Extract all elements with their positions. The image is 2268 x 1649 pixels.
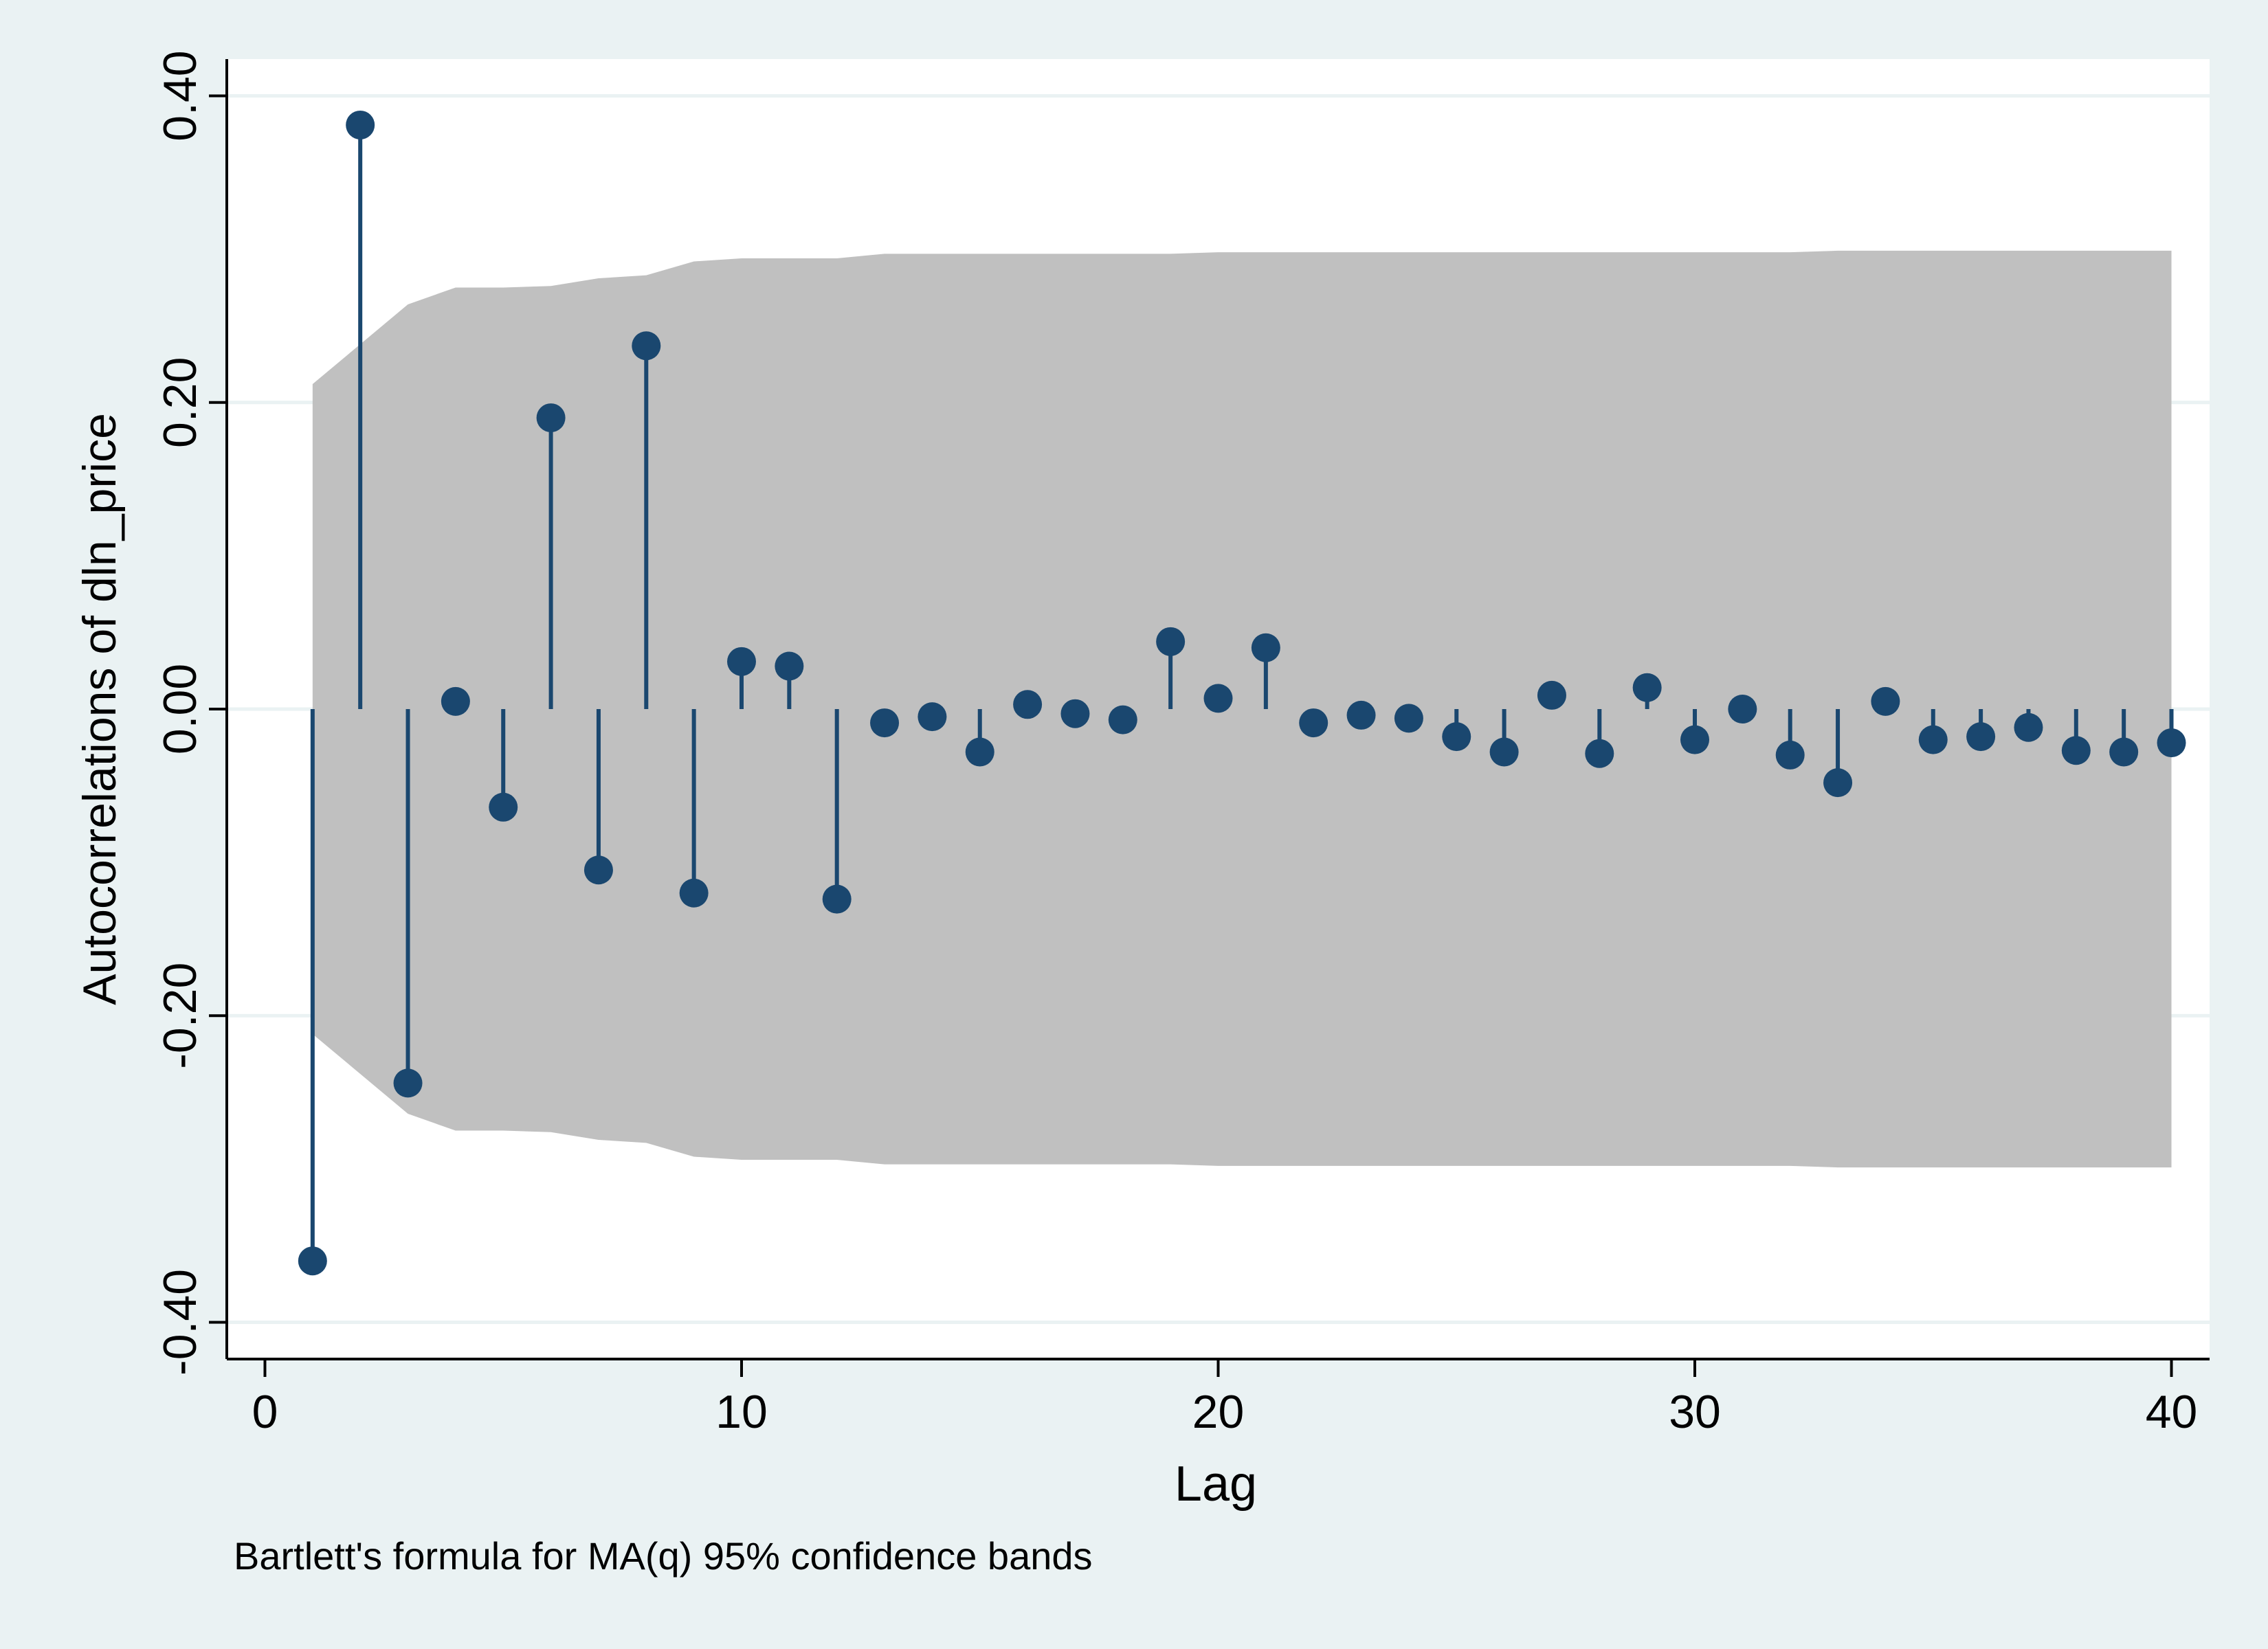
y-axis-title: Autocorrelations of dln_price: [74, 413, 126, 1005]
acf-point-lag-7: [583, 855, 613, 885]
y-tick-label: 0.40: [154, 50, 206, 141]
acf-point-lag-16: [1013, 690, 1043, 719]
acf-point-lag-1: [298, 1246, 327, 1276]
acf-point-lag-34: [1871, 686, 1900, 716]
markers: [298, 110, 2186, 1276]
x-tick-label: 10: [715, 1386, 768, 1438]
acf-point-lag-4: [441, 686, 470, 716]
acf-point-lag-6: [536, 403, 566, 433]
acf-point-lag-10: [726, 647, 756, 676]
acf-point-lag-25: [1442, 722, 1471, 752]
x-axis-title: Lag: [1175, 1457, 1257, 1512]
y-tick-labels: -0.40 -0.20 0.00 0.20 0.40: [154, 50, 227, 1376]
acf-point-lag-3: [393, 1068, 423, 1098]
acf-point-lag-13: [870, 708, 900, 738]
acf-point-lag-21: [1251, 633, 1280, 662]
y-tick-label: 0.20: [154, 357, 206, 448]
acf-point-lag-11: [775, 651, 804, 681]
acf-point-lag-40: [2157, 728, 2186, 758]
acf-point-lag-30: [1680, 725, 1710, 754]
y-tick-label: -0.20: [154, 963, 206, 1069]
acf-point-lag-20: [1203, 684, 1233, 713]
x-tick-label: 0: [252, 1386, 278, 1438]
x-tick-label: 30: [1669, 1386, 1721, 1438]
acf-point-lag-19: [1156, 627, 1186, 656]
acf-point-lag-14: [918, 702, 947, 732]
acf-point-lag-24: [1394, 704, 1423, 733]
y-tick-label: -0.40: [154, 1269, 206, 1376]
acf-point-lag-9: [679, 878, 709, 908]
acf-point-lag-5: [489, 792, 518, 822]
acf-point-lag-23: [1346, 700, 1376, 730]
acf-point-lag-12: [822, 884, 852, 914]
acf-point-lag-29: [1632, 673, 1662, 702]
y-tick-label: 0.00: [154, 664, 206, 754]
acf-point-lag-22: [1299, 708, 1328, 738]
acf-point-lag-26: [1489, 737, 1519, 767]
footnote: Bartlett's formula for MA(q) 95% confide…: [234, 1534, 1093, 1578]
acf-point-lag-28: [1585, 739, 1614, 768]
x-tick-labels: 0 10 20 30 40: [252, 1359, 2198, 1438]
acf-point-lag-36: [1966, 722, 1996, 752]
acf-point-lag-17: [1060, 699, 1090, 728]
acf-point-lag-15: [965, 737, 994, 767]
acf-point-lag-39: [2109, 737, 2139, 767]
acf-point-lag-2: [346, 110, 375, 139]
acf-point-lag-32: [1775, 740, 1805, 770]
x-tick-label: 40: [2146, 1386, 2198, 1438]
acf-point-lag-35: [1918, 725, 1948, 754]
acf-point-lag-18: [1108, 705, 1137, 734]
acf-point-lag-33: [1823, 768, 1853, 798]
x-tick-label: 20: [1192, 1386, 1245, 1438]
stems: [310, 124, 2174, 1261]
confidence-band: [312, 250, 2172, 1168]
acf-point-lag-37: [2014, 713, 2043, 742]
acf-point-lag-38: [2061, 736, 2091, 765]
acf-point-lag-27: [1537, 680, 1566, 710]
acf-point-lag-8: [632, 331, 661, 361]
acf-point-lag-31: [1728, 695, 1757, 723]
